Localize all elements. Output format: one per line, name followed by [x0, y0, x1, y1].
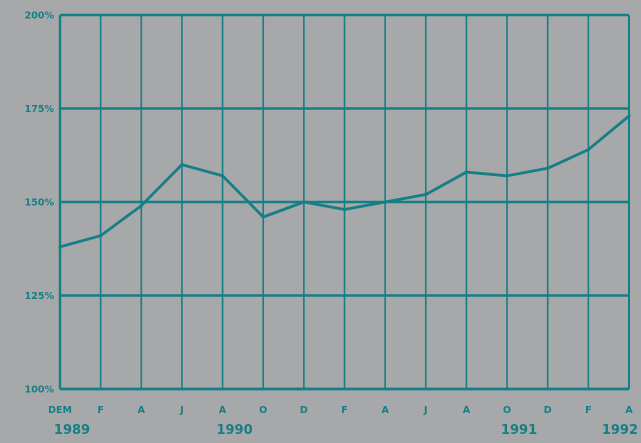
x-axis-labels: DEM F A J A O D F A J A O D F A: [48, 405, 633, 416]
x-tick-label: J: [423, 405, 428, 416]
chart-grid: [59, 13, 630, 391]
data-point: [139, 204, 143, 208]
data-point: [627, 114, 631, 118]
y-tick-label: 150%: [25, 198, 55, 209]
data-point: [464, 170, 469, 174]
data-point: [342, 207, 347, 212]
year-label: 1991: [501, 423, 537, 438]
x-tick-label: O: [503, 405, 511, 416]
data-point: [505, 174, 509, 178]
year-label: 1992: [602, 423, 638, 438]
data-point: [302, 200, 306, 204]
year-label: 1989: [54, 423, 90, 438]
data-point: [58, 245, 62, 249]
x-tick-label: J: [179, 405, 184, 416]
x-tick-label: F: [341, 405, 348, 416]
data-point: [99, 234, 103, 238]
x-tick-label: F: [97, 405, 104, 416]
x-tick-label: F: [585, 405, 592, 416]
y-tick-label: 100%: [25, 385, 55, 396]
y-axis-labels: 100% 125% 150% 175% 200%: [25, 11, 55, 396]
x-tick-label: D: [544, 405, 552, 416]
x-tick-label: A: [381, 405, 389, 416]
x-tick-label: O: [259, 405, 267, 416]
y-tick-label: 200%: [25, 11, 55, 22]
year-label: 1990: [216, 423, 252, 438]
x-tick-label: D: [300, 405, 308, 416]
data-point: [424, 192, 428, 197]
x-tick-label: A: [625, 405, 633, 416]
data-point: [220, 174, 225, 178]
year-labels: 1989 1990 1991 1992: [54, 423, 638, 438]
x-tick-label: A: [463, 405, 471, 416]
chart-series: [58, 114, 631, 249]
chart-axes: [58, 15, 630, 391]
data-point: [261, 215, 265, 219]
data-point: [546, 166, 550, 170]
data-point: [383, 200, 387, 204]
y-tick-label: 175%: [25, 104, 55, 115]
x-tick-label: A: [138, 405, 146, 416]
x-tick-label: DEM: [48, 405, 72, 416]
data-point: [180, 163, 184, 167]
x-tick-label: A: [219, 405, 227, 416]
y-tick-label: 125%: [25, 291, 55, 302]
data-point: [586, 148, 590, 152]
